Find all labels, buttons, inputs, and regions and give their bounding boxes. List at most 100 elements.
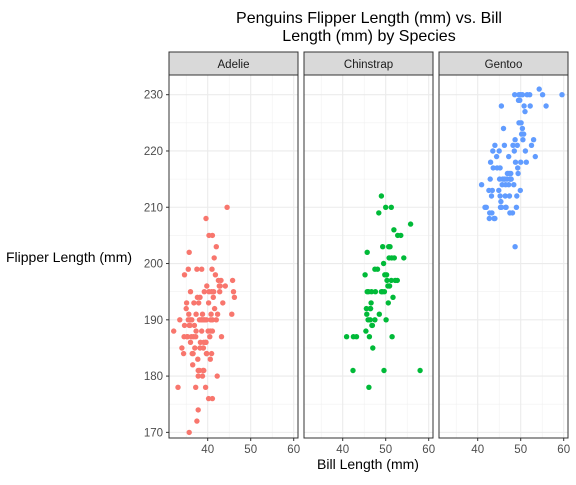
data-point	[381, 367, 387, 374]
data-point	[187, 289, 194, 295]
data-point	[217, 283, 223, 289]
data-point	[514, 193, 520, 199]
data-point	[513, 204, 520, 210]
data-point	[493, 153, 500, 160]
data-point	[487, 176, 493, 182]
data-point	[186, 429, 192, 436]
data-point	[190, 362, 196, 368]
data-point	[209, 328, 216, 334]
data-point	[523, 159, 529, 165]
data-point	[492, 215, 498, 222]
data-point	[384, 277, 390, 284]
data-point	[210, 294, 216, 300]
data-point	[522, 148, 529, 154]
data-point	[530, 137, 537, 143]
data-point	[230, 289, 237, 295]
data-point	[519, 92, 526, 98]
y-tick-label: 180	[144, 371, 163, 383]
plot-panel-border	[168, 74, 299, 439]
data-point	[224, 204, 230, 210]
data-point	[506, 153, 512, 160]
data-point	[385, 300, 391, 306]
data-point	[201, 289, 207, 295]
data-point	[370, 345, 376, 351]
data-point	[229, 277, 236, 284]
data-point	[368, 300, 374, 306]
data-point	[512, 244, 518, 250]
data-point	[199, 328, 205, 334]
y-tick-label: 190	[144, 315, 163, 327]
data-point	[205, 300, 212, 306]
data-point	[521, 103, 527, 109]
data-point	[391, 227, 397, 233]
plot-panel-border	[303, 74, 434, 439]
data-point	[387, 244, 393, 250]
data-point	[203, 215, 209, 222]
data-point	[189, 317, 195, 323]
data-point	[207, 356, 213, 362]
data-point	[209, 395, 216, 402]
data-point	[175, 384, 181, 390]
data-point	[515, 165, 521, 171]
data-point	[192, 345, 198, 351]
data-point	[511, 148, 517, 154]
data-point	[211, 289, 217, 295]
data-point	[490, 148, 496, 154]
chart-title-line-2: Length (mm) by Species	[282, 28, 455, 45]
data-point	[519, 125, 526, 132]
data-point	[527, 92, 533, 98]
data-point	[508, 170, 514, 177]
data-point	[501, 142, 508, 148]
facet-panel-gentoo: Gentoo 40 50 60	[438, 51, 570, 456]
data-point	[487, 159, 494, 165]
data-point	[390, 294, 396, 300]
data-point	[367, 317, 373, 323]
data-point	[512, 137, 518, 143]
data-point	[486, 215, 492, 222]
data-point	[195, 356, 201, 362]
data-point	[376, 311, 382, 317]
data-point	[369, 322, 376, 329]
data-point	[511, 182, 517, 188]
data-point	[490, 165, 496, 171]
data-point	[213, 244, 219, 250]
data-point	[483, 204, 489, 210]
y-tick-label: 170	[144, 427, 163, 439]
data-point	[498, 198, 504, 205]
data-point	[394, 277, 400, 284]
x-tick-label: 40	[336, 444, 349, 456]
data-point	[488, 193, 495, 199]
data-point	[497, 165, 503, 171]
data-point	[208, 311, 214, 317]
data-point	[364, 249, 370, 255]
x-tick-label: 50	[514, 444, 527, 456]
data-point	[217, 289, 223, 295]
series-gentoo	[478, 86, 565, 250]
data-point	[186, 311, 192, 317]
data-point	[343, 334, 350, 340]
data-point	[218, 277, 224, 284]
data-point	[220, 300, 226, 306]
data-point	[512, 92, 518, 98]
y-tick-label: 220	[144, 146, 163, 158]
data-point	[518, 120, 524, 126]
data-point	[372, 289, 379, 295]
data-point	[496, 148, 502, 154]
data-point	[184, 334, 191, 340]
data-point	[496, 187, 502, 194]
data-point	[559, 92, 565, 98]
data-point	[527, 103, 533, 109]
x-tick-label: 40	[471, 444, 484, 456]
data-point	[191, 300, 197, 306]
data-point	[195, 407, 201, 413]
data-point	[368, 289, 375, 295]
plot-panel	[304, 75, 433, 438]
data-point	[381, 289, 388, 295]
y-tick-label: 210	[144, 202, 163, 214]
data-point	[212, 272, 219, 278]
data-point	[211, 255, 217, 261]
facet-strip-label: Gentoo	[485, 59, 523, 71]
data-point	[383, 204, 389, 210]
data-point	[177, 317, 183, 323]
data-point	[539, 92, 546, 98]
